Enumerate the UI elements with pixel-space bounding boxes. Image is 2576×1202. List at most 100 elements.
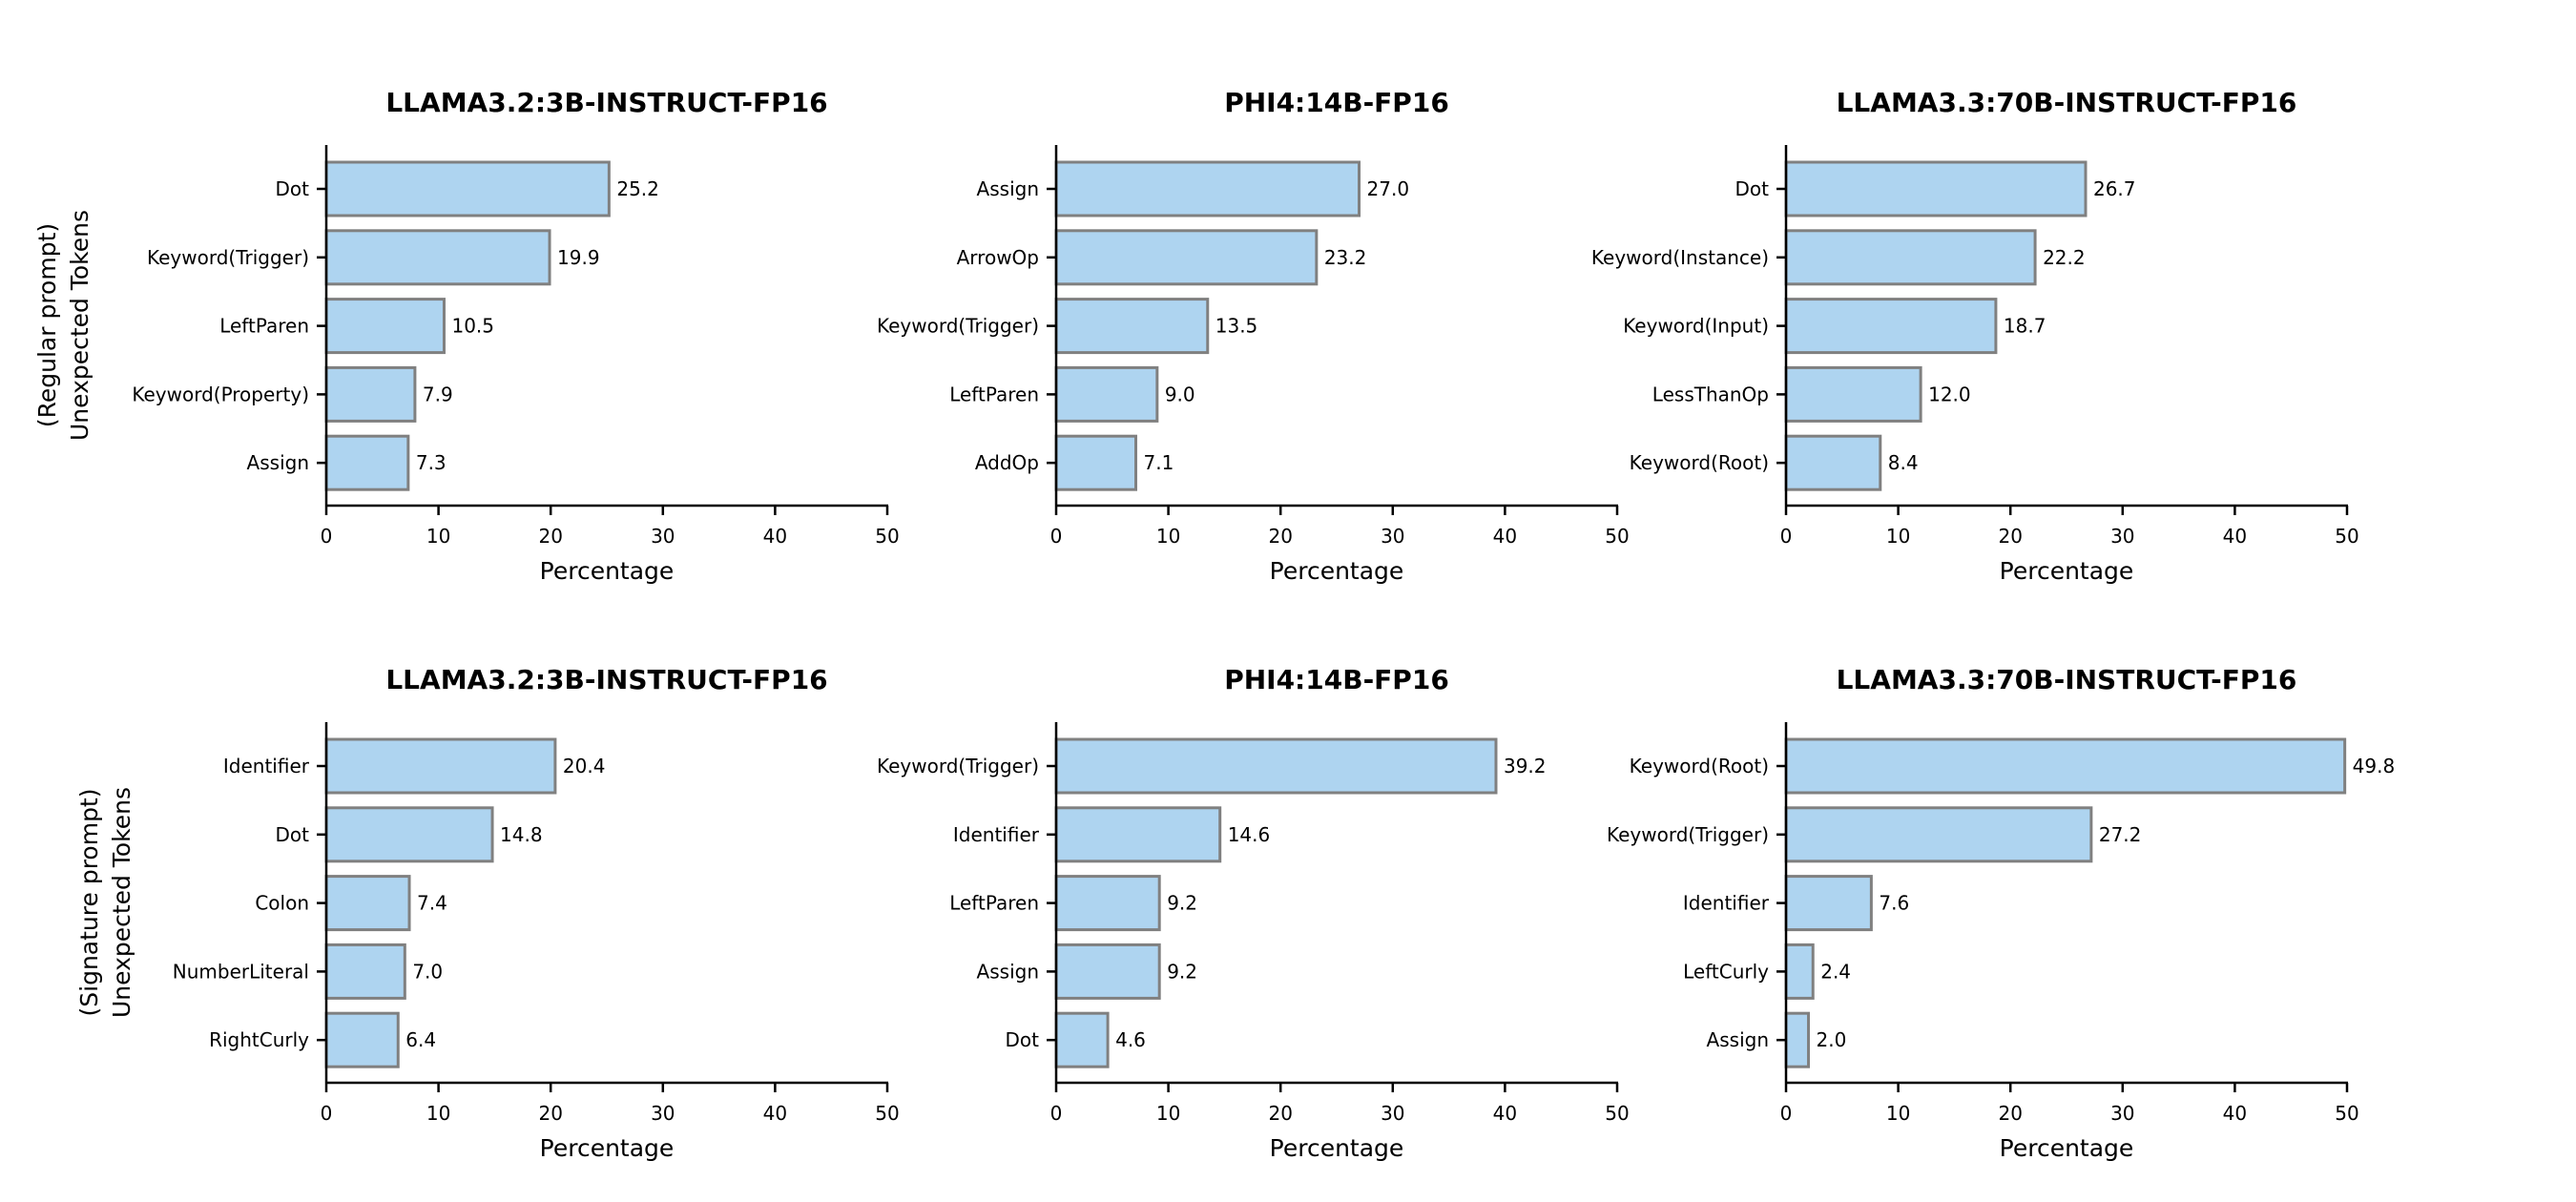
x-tick-label: 10 — [1886, 525, 1910, 548]
category-label: Dot — [276, 823, 310, 846]
x-tick-label: 30 — [2110, 525, 2134, 548]
bar — [1784, 875, 1873, 932]
category-label: Dot — [1006, 1028, 1040, 1051]
data-label: 2.0 — [1817, 1028, 1847, 1051]
category-label: LeftCurly — [1683, 960, 1769, 983]
row-label: (Regular prompt) — [33, 223, 61, 427]
category-label: Keyword(Root) — [1630, 755, 1769, 777]
bar — [1054, 737, 1498, 795]
category-label: Assign — [247, 451, 309, 474]
category-label: Keyword(Trigger) — [877, 315, 1039, 338]
category-label: Identifier — [1683, 892, 1770, 915]
x-tick-label: 30 — [2110, 1102, 2134, 1125]
category-label: AddOp — [975, 451, 1039, 474]
bar — [1784, 806, 2093, 863]
x-tick-label: 50 — [2335, 1102, 2358, 1125]
x-axis-title: Percentage — [540, 557, 675, 585]
panel-title: LLAMA3.2:3B-INSTRUCT-FP16 — [385, 664, 827, 695]
data-label: 27.0 — [1367, 177, 1410, 200]
panel-title: PHI4:14B-FP16 — [1224, 664, 1449, 695]
x-tick-label: 20 — [1268, 525, 1292, 548]
category-label: Colon — [255, 892, 309, 915]
x-tick-label: 10 — [426, 1102, 450, 1125]
x-tick-label: 50 — [875, 1102, 899, 1125]
bar — [1784, 365, 1922, 423]
x-tick-label: 30 — [651, 1102, 675, 1125]
x-tick-label: 40 — [1493, 525, 1517, 548]
category-label: LeftParen — [949, 383, 1039, 405]
data-label: 18.7 — [2004, 315, 2046, 338]
panel-title: PHI4:14B-FP16 — [1224, 87, 1449, 118]
data-label: 26.7 — [2093, 177, 2136, 200]
category-label: Keyword(Property) — [132, 383, 309, 405]
x-tick-label: 50 — [1605, 525, 1629, 548]
x-tick-label: 20 — [1998, 1102, 2022, 1125]
data-label: 22.2 — [2043, 246, 2086, 269]
x-tick-label: 40 — [1493, 1102, 1517, 1125]
data-label: 49.8 — [2353, 755, 2396, 777]
data-label: 12.0 — [1928, 383, 1971, 405]
data-label: 4.6 — [1115, 1028, 1146, 1051]
x-tick-label: 10 — [1156, 1102, 1180, 1125]
category-label: Assign — [1707, 1028, 1769, 1051]
data-label: 20.4 — [563, 755, 606, 777]
data-label: 7.3 — [416, 451, 447, 474]
x-tick-label: 50 — [1605, 1102, 1629, 1125]
category-label: Keyword(Root) — [1630, 451, 1769, 474]
x-tick-label: 10 — [1156, 525, 1180, 548]
data-label: 6.4 — [405, 1028, 436, 1051]
x-tick-label: 30 — [651, 525, 675, 548]
category-label: Keyword(Instance) — [1591, 246, 1769, 269]
data-label: 2.4 — [1820, 960, 1851, 983]
x-axis-title: Percentage — [1270, 1134, 1404, 1162]
x-tick-label: 40 — [2223, 525, 2247, 548]
x-axis-title: Percentage — [2000, 557, 2134, 585]
category-label: NumberLiteral — [173, 960, 309, 983]
x-tick-label: 0 — [1050, 525, 1063, 548]
data-label: 8.4 — [1888, 451, 1919, 474]
category-label: Identifier — [223, 755, 310, 777]
x-tick-label: 30 — [1381, 525, 1404, 548]
data-label: 27.2 — [2099, 823, 2142, 846]
bar — [1054, 943, 1161, 1000]
category-label: Assign — [977, 177, 1039, 200]
category-label: LeftParen — [949, 892, 1039, 915]
bar — [324, 943, 406, 1000]
bar — [1784, 229, 2037, 286]
x-tick-label: 20 — [1268, 1102, 1292, 1125]
row-label: Unexpected Tokens — [108, 787, 135, 1018]
data-label: 14.6 — [1228, 823, 1271, 846]
data-label: 7.1 — [1143, 451, 1174, 474]
category-label: Assign — [977, 960, 1039, 983]
category-label: ArrowOp — [957, 246, 1039, 269]
data-label: 7.9 — [423, 383, 453, 405]
category-label: Identifier — [953, 823, 1040, 846]
x-tick-label: 20 — [538, 525, 562, 548]
data-label: 13.5 — [1215, 315, 1258, 338]
panel-title: LLAMA3.3:70B-INSTRUCT-FP16 — [1837, 87, 2297, 118]
bar — [324, 365, 417, 423]
x-tick-label: 20 — [538, 1102, 562, 1125]
bar — [1784, 737, 2347, 795]
category-label: LessThanOp — [1652, 383, 1769, 405]
data-label: 9.2 — [1167, 960, 1197, 983]
bar — [1054, 806, 1222, 863]
data-label: 9.2 — [1167, 892, 1197, 915]
bar — [324, 229, 551, 286]
x-axis-title: Percentage — [540, 1134, 675, 1162]
x-tick-label: 0 — [1780, 1102, 1793, 1125]
x-axis-title: Percentage — [2000, 1134, 2134, 1162]
data-label: 23.2 — [1324, 246, 1367, 269]
bar — [324, 875, 411, 932]
bar — [1054, 365, 1159, 423]
x-tick-label: 40 — [2223, 1102, 2247, 1125]
data-label: 19.9 — [557, 246, 600, 269]
bar — [1054, 298, 1210, 355]
x-tick-label: 10 — [426, 525, 450, 548]
x-axis-title: Percentage — [1270, 557, 1404, 585]
x-tick-label: 0 — [321, 525, 333, 548]
data-label: 7.0 — [412, 960, 443, 983]
bar — [324, 160, 611, 218]
x-tick-label: 0 — [1780, 525, 1793, 548]
